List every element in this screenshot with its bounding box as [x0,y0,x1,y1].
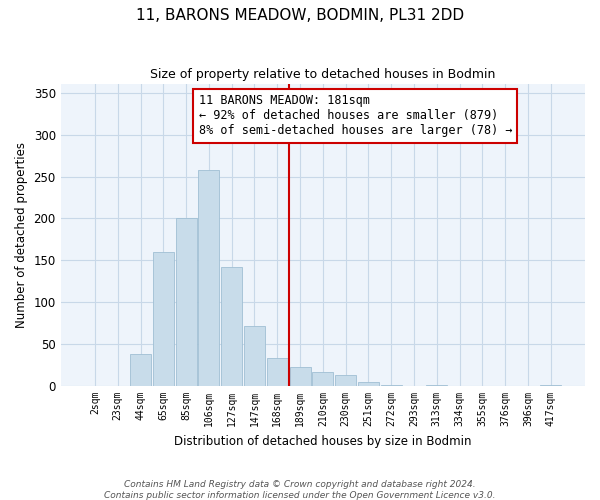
Bar [381,385,401,386]
Bar [221,267,242,386]
X-axis label: Distribution of detached houses by size in Bodmin: Distribution of detached houses by size … [174,434,472,448]
Title: Size of property relative to detached houses in Bodmin: Size of property relative to detached ho… [150,68,496,80]
Bar [426,385,447,386]
Bar [176,218,197,386]
Y-axis label: Number of detached properties: Number of detached properties [15,142,28,328]
Bar [290,367,311,386]
Bar [313,372,334,386]
Bar [358,382,379,386]
Bar [335,375,356,386]
Bar [130,354,151,386]
Bar [540,385,561,386]
Text: 11 BARONS MEADOW: 181sqm
← 92% of detached houses are smaller (879)
8% of semi-d: 11 BARONS MEADOW: 181sqm ← 92% of detach… [199,94,512,138]
Text: Contains HM Land Registry data © Crown copyright and database right 2024.
Contai: Contains HM Land Registry data © Crown c… [104,480,496,500]
Bar [244,326,265,386]
Text: 11, BARONS MEADOW, BODMIN, PL31 2DD: 11, BARONS MEADOW, BODMIN, PL31 2DD [136,8,464,22]
Bar [267,358,288,386]
Bar [153,252,174,386]
Bar [199,170,220,386]
